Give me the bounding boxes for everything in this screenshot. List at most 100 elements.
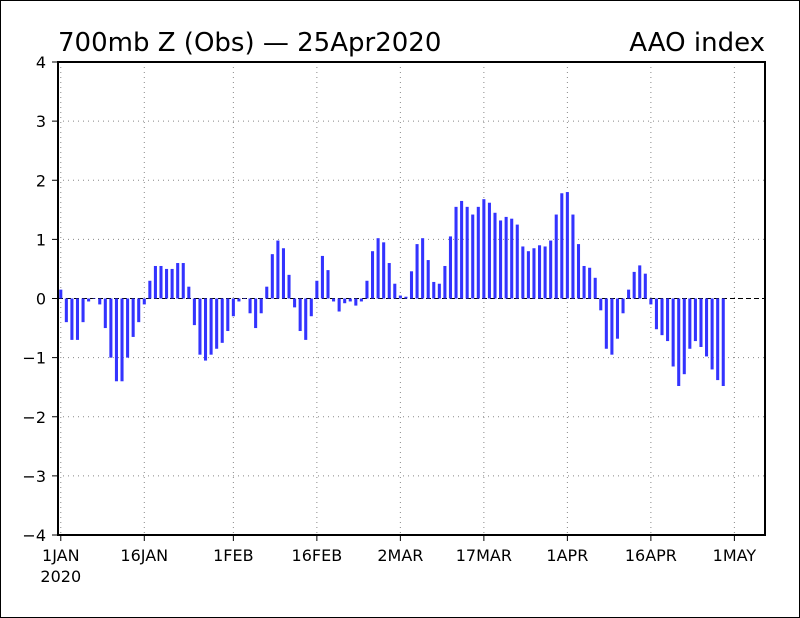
plot-border bbox=[57, 61, 766, 536]
bar bbox=[114, 298, 118, 382]
bar bbox=[604, 298, 608, 349]
bar bbox=[209, 298, 213, 355]
bar bbox=[382, 242, 386, 299]
bar bbox=[237, 298, 241, 302]
bar bbox=[716, 298, 720, 381]
bar bbox=[499, 220, 503, 299]
y-tick-label: 3 bbox=[36, 112, 46, 131]
bar bbox=[198, 298, 202, 355]
bar bbox=[276, 240, 280, 299]
bar bbox=[554, 214, 558, 299]
bar bbox=[75, 298, 80, 340]
bar bbox=[376, 238, 380, 299]
bar bbox=[142, 298, 146, 305]
bar bbox=[677, 298, 681, 387]
bar bbox=[332, 298, 336, 302]
bar bbox=[231, 298, 235, 317]
bar bbox=[532, 248, 536, 299]
x-tick-label: 1JAN bbox=[42, 546, 80, 565]
bar bbox=[70, 298, 74, 340]
bar bbox=[81, 298, 85, 323]
bar bbox=[638, 265, 642, 299]
bar bbox=[320, 255, 324, 299]
y-tick-label: 1 bbox=[36, 230, 46, 249]
y-tick-label: −3 bbox=[22, 467, 46, 486]
bar bbox=[64, 298, 68, 323]
bar bbox=[538, 245, 542, 299]
bar bbox=[103, 298, 107, 329]
bar bbox=[92, 298, 96, 299]
bar bbox=[549, 240, 553, 299]
bar bbox=[181, 263, 185, 299]
bar bbox=[693, 298, 697, 342]
bar bbox=[220, 298, 224, 343]
bar bbox=[176, 263, 180, 299]
bar bbox=[59, 289, 63, 299]
bar bbox=[131, 298, 135, 337]
bars bbox=[59, 192, 725, 387]
bar bbox=[588, 267, 592, 299]
x-tick-label: 1FEB bbox=[213, 546, 253, 565]
bar bbox=[660, 298, 664, 336]
bar bbox=[610, 298, 614, 355]
bar bbox=[315, 280, 319, 299]
bar bbox=[270, 254, 274, 299]
bar bbox=[571, 214, 575, 299]
chart-title-right: AAO index bbox=[629, 28, 765, 58]
bar bbox=[409, 271, 414, 299]
bar bbox=[582, 265, 586, 299]
bar bbox=[465, 206, 469, 299]
y-tick-label: 0 bbox=[36, 290, 46, 309]
chart-title-left: 700mb Z (Obs) — 25Apr2020 bbox=[58, 28, 441, 58]
bar bbox=[393, 283, 397, 299]
bar bbox=[710, 298, 714, 370]
bar bbox=[487, 202, 491, 299]
bar bbox=[599, 298, 603, 311]
bar bbox=[287, 274, 291, 299]
bar bbox=[192, 298, 196, 326]
bar bbox=[471, 214, 475, 299]
bar bbox=[448, 236, 452, 299]
bar bbox=[359, 298, 363, 302]
bar bbox=[298, 298, 302, 332]
bar bbox=[215, 298, 219, 349]
bar bbox=[482, 199, 486, 299]
bar bbox=[421, 238, 425, 299]
x-axis: 1JAN 2020 16JAN 1FEB 16FEB 2MAR 17MAR 1APR 16APR… bbox=[40, 535, 756, 586]
bar bbox=[203, 298, 208, 361]
bar bbox=[493, 212, 497, 299]
bar bbox=[688, 298, 692, 349]
bar bbox=[510, 218, 514, 299]
bar bbox=[281, 248, 285, 299]
bar bbox=[593, 277, 597, 299]
bar bbox=[654, 298, 658, 330]
bar bbox=[666, 298, 670, 342]
bar bbox=[87, 298, 91, 302]
x-tick-label: 17MAR bbox=[456, 546, 512, 565]
bar bbox=[265, 286, 269, 299]
bar bbox=[254, 298, 258, 329]
bar bbox=[432, 281, 436, 299]
bar bbox=[343, 298, 347, 304]
bar bbox=[705, 298, 709, 357]
bar bbox=[543, 246, 547, 299]
bar bbox=[153, 265, 157, 299]
bar bbox=[348, 298, 352, 302]
bar bbox=[649, 298, 653, 305]
x-tick-label: 1MAY bbox=[713, 546, 757, 565]
bar bbox=[515, 224, 519, 299]
bar bbox=[170, 268, 174, 299]
y-axis: −4 −3 −2 −1 0 1 2 3 4 bbox=[22, 53, 58, 545]
bar bbox=[426, 260, 430, 299]
x-tick-label: 16FEB bbox=[292, 546, 343, 565]
bar bbox=[504, 216, 508, 299]
bar bbox=[187, 286, 191, 299]
bar bbox=[337, 298, 341, 312]
bar bbox=[404, 296, 408, 299]
x-tick-label: 16JAN bbox=[120, 546, 168, 565]
y-tick-label: −1 bbox=[22, 349, 46, 368]
bar bbox=[682, 298, 686, 375]
y-tick-label: −2 bbox=[22, 408, 46, 427]
bar bbox=[387, 263, 391, 299]
